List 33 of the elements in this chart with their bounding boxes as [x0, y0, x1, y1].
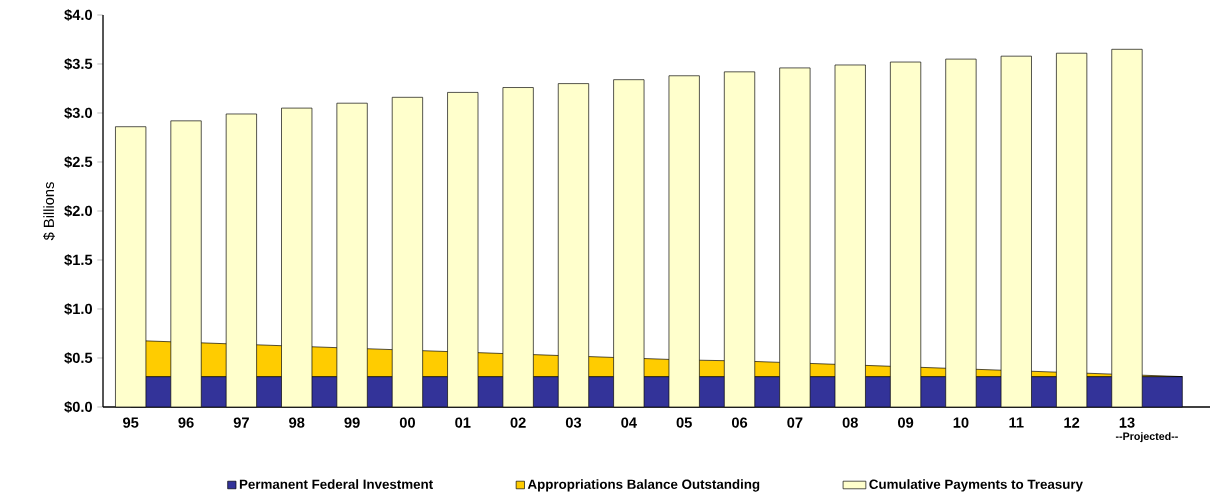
y-tick-label: $2.5 — [64, 156, 93, 168]
y-tick-label: $0.0 — [64, 401, 92, 413]
x-tick-label: 13 — [1119, 417, 1135, 428]
x-tick-label: 10 — [953, 417, 969, 428]
x-tick-label: 08 — [842, 417, 858, 428]
x-tick-label: 09 — [898, 417, 914, 428]
x-tick-label: 04 — [621, 417, 637, 428]
y-tick-label: $3.5 — [64, 58, 93, 70]
x-tick-label: 99 — [344, 417, 360, 428]
y-tick-label: $2.0 — [64, 205, 92, 217]
legend-label: Appropriations Balance Outstanding — [527, 479, 760, 492]
x-tick-label: 01 — [455, 417, 471, 428]
x-tick-label: 03 — [565, 417, 582, 428]
x-tick-label: 02 — [510, 417, 526, 428]
x-tick-label: 12 — [1064, 417, 1080, 428]
y-axis-title: $ Billions — [43, 182, 55, 241]
x-tick-label: 05 — [676, 417, 692, 428]
legend-label: Cumulative Payments to Treasury — [869, 479, 1083, 492]
x-tick-label: 11 — [1009, 417, 1024, 428]
text: --Projected-- — [1115, 432, 1178, 443]
y-tick-label: $1.0 — [64, 303, 92, 315]
x-tick-label: 97 — [233, 417, 249, 428]
y-tick-label: $1.5 — [64, 254, 93, 266]
y-tick-label: $4.0 — [64, 9, 92, 21]
y-tick-label: $0.5 — [64, 352, 93, 364]
x-tick-label: 00 — [399, 417, 415, 428]
x-tick-label: 95 — [123, 417, 139, 428]
x-tick-label: 96 — [178, 417, 194, 428]
x-tick-label: 06 — [731, 417, 748, 428]
x-tick-label: 07 — [787, 417, 803, 428]
y-tick-label: $3.0 — [64, 107, 92, 119]
legend-label: Permanent Federal Investment — [239, 479, 433, 489]
x-tick-label: 98 — [289, 417, 305, 428]
